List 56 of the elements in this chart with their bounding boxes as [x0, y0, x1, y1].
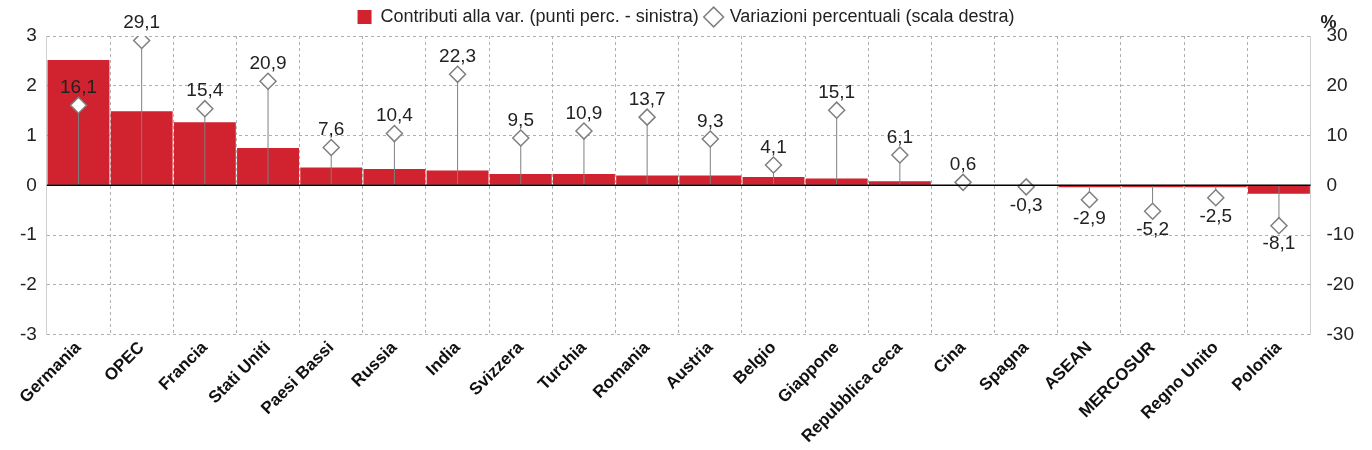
data-label: 29,1 — [123, 11, 161, 33]
data-label: 10,9 — [565, 101, 603, 123]
point — [954, 173, 972, 192]
point — [764, 156, 783, 174]
data-label: 9,3 — [697, 109, 724, 131]
point — [1207, 189, 1225, 207]
point — [1080, 191, 1099, 209]
point — [1270, 216, 1288, 235]
data-label: 4,1 — [760, 135, 787, 157]
y-tick-label: -1 — [19, 223, 37, 245]
point — [891, 146, 909, 164]
point — [512, 129, 530, 147]
point — [259, 72, 277, 91]
data-label: 15,4 — [186, 79, 224, 101]
point — [69, 96, 88, 114]
data-label: 13,7 — [628, 87, 666, 109]
point — [322, 138, 340, 157]
point — [827, 101, 846, 119]
y2-tick-label: -20 — [1326, 273, 1355, 295]
y-tick-label: 2 — [26, 74, 37, 96]
data-label: 9,5 — [507, 108, 534, 130]
y-tick-label: 0 — [26, 173, 37, 195]
data-label: 22,3 — [439, 45, 477, 67]
data-label: -5,2 — [1136, 217, 1169, 239]
y-tick-label: -2 — [19, 273, 37, 295]
y-tick-label: 3 — [26, 24, 37, 46]
legend-label: Contributi alla var. (punti perc. - sinistra) — [380, 5, 699, 26]
point — [701, 130, 720, 148]
data-label: -0,3 — [1009, 193, 1043, 215]
y2-tick-label: 20 — [1326, 74, 1348, 96]
data-label: 16,1 — [59, 75, 97, 97]
y2-tick-label: -30 — [1326, 322, 1355, 344]
legend-label: Variazioni percentuali (scala destra) — [729, 5, 1015, 26]
y2-tick-label: -10 — [1326, 223, 1355, 245]
x-tick-label: Cina — [929, 337, 970, 378]
data-label: 15,1 — [818, 80, 856, 102]
data-label: 20,9 — [249, 52, 287, 74]
point — [385, 124, 404, 143]
y2-tick-label: 0 — [1326, 173, 1338, 195]
bar — [742, 176, 805, 185]
y-tick-label: -3 — [19, 322, 37, 344]
data-label: -2,5 — [1199, 204, 1233, 226]
point — [1143, 202, 1162, 220]
data-label: -2,9 — [1073, 206, 1106, 228]
point — [196, 99, 214, 118]
data-label: -8,1 — [1262, 232, 1296, 254]
point — [575, 122, 593, 140]
y-tick-label: 1 — [26, 123, 37, 145]
data-label: 7,6 — [318, 118, 345, 140]
bar — [47, 59, 110, 185]
data-label: 0,6 — [949, 153, 977, 175]
point — [638, 108, 656, 126]
y2-tick-label: 10 — [1326, 123, 1348, 145]
data-label: 10,4 — [375, 104, 414, 126]
data-label: 6,1 — [886, 125, 914, 147]
point — [448, 65, 467, 84]
